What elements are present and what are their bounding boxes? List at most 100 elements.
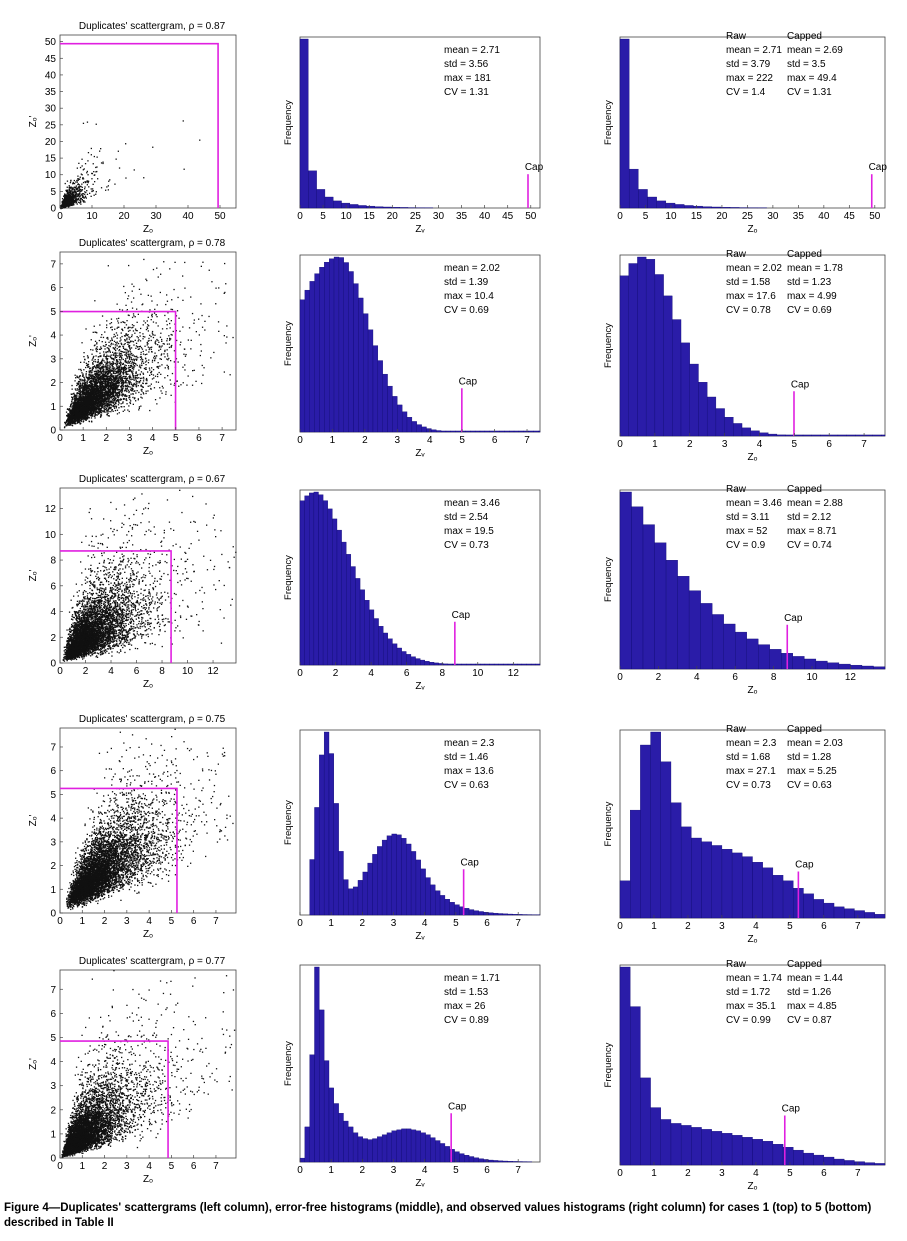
- histogram-bar: [494, 430, 500, 433]
- histogram-xtick-label: 3: [395, 435, 401, 446]
- scatter-ytick-label: 35: [45, 87, 57, 98]
- histogram-bar: [874, 1163, 886, 1166]
- stats-capped-line: CV = 0.69: [787, 305, 832, 316]
- histogram-bar: [456, 663, 462, 666]
- histogram-bar: [762, 867, 774, 919]
- histogram-bar: [439, 1143, 446, 1163]
- scatter-xtick-label: 6: [191, 916, 197, 927]
- histogram-xtick-label: 5: [320, 211, 326, 222]
- histogram-bar: [362, 871, 368, 916]
- histogram-bar: [454, 1151, 460, 1163]
- histogram-xtick-label: 4: [753, 1168, 759, 1179]
- histogram-bar: [343, 262, 349, 433]
- error-free-histogram-case-5: Cap Frequency 0 1 2 3 4 5 6 7 Zᵥ mean = 1.71 std = 1…: [283, 964, 541, 1189]
- scatter-plot-frame: [59, 969, 237, 1159]
- histogram-bar: [497, 913, 504, 916]
- scatter-ytick-label: 20: [45, 137, 57, 148]
- histogram-bar: [507, 913, 513, 916]
- histogram-bar: [429, 662, 435, 666]
- histogram-bar: [729, 207, 740, 209]
- histogram-bar: [507, 663, 513, 666]
- stats-raw-line: std = 1.58: [726, 277, 771, 288]
- histogram-bar: [677, 576, 690, 670]
- histogram-bar: [348, 888, 354, 916]
- scatter-xtick-label: 6: [191, 1161, 197, 1172]
- histogram-xtick-label: 35: [456, 211, 468, 222]
- histogram-xtick-label: 2: [360, 1165, 366, 1176]
- stats-capped-line: max = 8.71: [787, 526, 837, 537]
- histogram-bar: [642, 524, 655, 670]
- histogram-xtick-label: 12: [508, 668, 520, 679]
- histogram-xtick-label: 6: [826, 439, 832, 450]
- scatter-xlabel: Zₒ: [143, 446, 153, 457]
- histogram-bar: [396, 647, 402, 666]
- histogram-xlabel: Zₒ: [748, 1181, 758, 1192]
- error-free-histogram-case-3: Cap Frequency 0 2 4 6 8 10 12 Zᵥ mean = 3.46 std = …: [283, 489, 541, 692]
- histogram-bar: [357, 1136, 363, 1163]
- stats-capped-line: max = 49.4: [787, 73, 837, 84]
- stats-line: std = 3.56: [444, 59, 489, 70]
- stats-capped-line: std = 1.26: [787, 987, 832, 998]
- scatter-plot-frame: [59, 251, 237, 431]
- histogram-xtick-label: 50: [525, 211, 537, 222]
- histogram-xtick-label: 8: [771, 672, 777, 683]
- histogram-bar: [628, 263, 638, 437]
- histogram-bar: [691, 1127, 702, 1166]
- histogram-bars: [299, 256, 541, 433]
- observed-histogram-case-2: Cap Frequency 0 1 2 3 4 5 6 7 Zₒ Raw Capped mean = 2.…: [603, 249, 886, 463]
- observed-histogram-case-5: Cap Frequency 0 1 2 3 4 5 6 7 Zₒ Raw Capped mean = 1.…: [603, 959, 886, 1192]
- histogram-xtick-label: 0: [297, 1165, 303, 1176]
- scatter-points: [62, 489, 237, 662]
- histogram-ylabel: Frequency: [283, 555, 294, 600]
- scatter-chart-case-5: Duplicates' scattergram, ρ = 0.77 0 1 2 3 4 5 6…: [28, 956, 237, 1185]
- stats-capped-line: mean = 2.03: [787, 738, 843, 749]
- stats-raw-line: max = 35.1: [726, 1001, 776, 1012]
- scatter-xtick-label: 7: [219, 433, 225, 444]
- figure-grid: Duplicates' scattergram, ρ = 0.870510152…: [28, 21, 887, 1192]
- histogram-bar: [711, 614, 724, 670]
- histogram-bar: [654, 274, 664, 437]
- histogram-bar: [512, 914, 518, 916]
- histogram-bar: [314, 966, 320, 1163]
- scatter-xlabel: Zₒ: [143, 1174, 153, 1185]
- cap-label: Cap: [460, 857, 479, 868]
- histogram-bar: [425, 1134, 431, 1163]
- stats-line: mean = 2.3: [444, 738, 495, 749]
- histogram-bar: [309, 859, 315, 916]
- scatter-ytick-label: 25: [45, 120, 57, 131]
- histogram-xtick-label: 20: [387, 211, 399, 222]
- stats-line: max = 13.6: [444, 766, 494, 777]
- histogram-bars: [309, 731, 541, 916]
- histogram-bar: [521, 663, 527, 666]
- histogram-xtick-label: 6: [404, 668, 410, 679]
- scatter-chart-case-3: Duplicates' scattergram, ρ = 0.67 0 2 4 6 8 10…: [28, 474, 237, 690]
- scatter-xlabel: Zₒ: [143, 929, 153, 940]
- histogram-ylabel: Frequency: [603, 801, 614, 846]
- histogram-bar: [383, 632, 388, 666]
- histogram-bar: [723, 623, 736, 670]
- scatter-xtick-label: 1: [80, 433, 86, 444]
- histogram-xlabel: Zᵥ: [415, 931, 425, 942]
- stats-capped-line: std = 1.23: [787, 277, 832, 288]
- histogram-bar: [323, 731, 330, 916]
- scatter-xtick-label: 1: [79, 1161, 85, 1172]
- stats-line: std = 1.53: [444, 987, 489, 998]
- stats-raw-line: mean = 2.71: [726, 45, 782, 56]
- stats-raw-line: CV = 1.4: [726, 87, 766, 98]
- histogram-bar: [401, 838, 407, 916]
- histogram-bar: [711, 206, 722, 209]
- scatter-ytick-label: 0: [50, 659, 56, 670]
- histogram-bar: [386, 1132, 392, 1163]
- scatter-xtick-label: 0: [57, 433, 63, 444]
- histogram-xlabel: Zₒ: [748, 934, 758, 945]
- histogram-xtick-label: 3: [391, 918, 397, 929]
- scatter-xtick-label: 40: [182, 211, 194, 222]
- cap-line: [60, 550, 172, 663]
- histogram-bar: [854, 1161, 865, 1166]
- cap-line: [60, 787, 178, 913]
- stats-header-capped: Capped: [787, 249, 822, 260]
- histogram-bar: [881, 434, 886, 437]
- scatter-xlabel: Zₒ: [143, 679, 153, 690]
- histogram-bar: [381, 839, 388, 916]
- histogram-bar: [793, 1149, 804, 1166]
